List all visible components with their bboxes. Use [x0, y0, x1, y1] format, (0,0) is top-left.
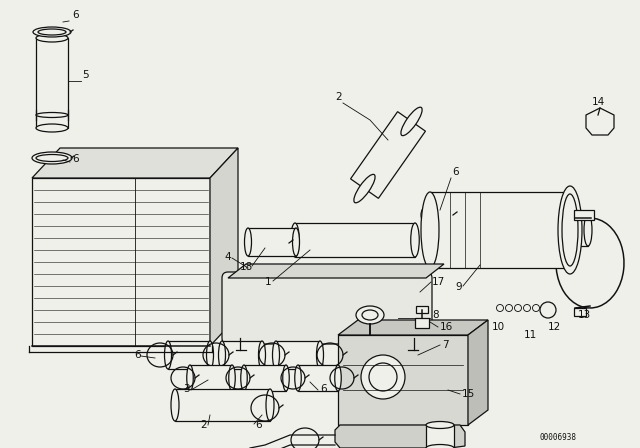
- Circle shape: [524, 305, 531, 311]
- Text: 4: 4: [224, 252, 230, 262]
- Polygon shape: [32, 178, 210, 346]
- Ellipse shape: [218, 341, 225, 369]
- Text: 2: 2: [335, 92, 342, 102]
- Ellipse shape: [291, 223, 300, 257]
- Text: 18: 18: [240, 262, 253, 272]
- Ellipse shape: [38, 29, 66, 35]
- Polygon shape: [228, 264, 444, 278]
- Bar: [244, 365, 286, 391]
- Text: 6: 6: [320, 384, 326, 394]
- Text: 00006938: 00006938: [540, 433, 577, 442]
- Circle shape: [497, 305, 504, 311]
- Bar: [426, 425, 454, 448]
- Ellipse shape: [259, 341, 266, 369]
- Text: 2: 2: [200, 420, 207, 430]
- Polygon shape: [32, 148, 238, 178]
- Bar: [295, 223, 415, 257]
- Circle shape: [532, 305, 540, 311]
- Ellipse shape: [584, 214, 592, 246]
- Ellipse shape: [317, 341, 323, 369]
- Ellipse shape: [362, 310, 378, 320]
- Text: 17: 17: [432, 277, 445, 287]
- Ellipse shape: [401, 107, 422, 136]
- Polygon shape: [338, 335, 468, 425]
- Bar: [248, 228, 296, 256]
- Ellipse shape: [36, 112, 68, 117]
- Bar: [276, 341, 320, 369]
- Bar: [574, 210, 594, 220]
- Circle shape: [361, 355, 405, 399]
- Ellipse shape: [187, 365, 193, 391]
- Ellipse shape: [244, 228, 252, 256]
- Bar: [574, 308, 586, 316]
- Text: 15: 15: [462, 389, 476, 399]
- Ellipse shape: [558, 186, 582, 274]
- Ellipse shape: [32, 152, 72, 164]
- Polygon shape: [335, 425, 465, 448]
- Ellipse shape: [33, 27, 71, 37]
- Text: 6: 6: [72, 10, 79, 20]
- Polygon shape: [468, 320, 488, 425]
- Ellipse shape: [335, 365, 341, 391]
- Ellipse shape: [273, 341, 280, 369]
- Text: 6: 6: [255, 420, 262, 430]
- Ellipse shape: [266, 389, 274, 421]
- Text: 6: 6: [134, 350, 141, 360]
- Circle shape: [515, 305, 522, 311]
- Bar: [222, 341, 262, 369]
- Text: 7: 7: [442, 340, 449, 350]
- Ellipse shape: [36, 34, 68, 42]
- Circle shape: [369, 363, 397, 391]
- Ellipse shape: [241, 365, 247, 391]
- Ellipse shape: [228, 365, 236, 391]
- Text: 9: 9: [455, 282, 461, 292]
- Ellipse shape: [421, 192, 439, 268]
- Ellipse shape: [36, 155, 68, 161]
- Ellipse shape: [562, 194, 578, 266]
- Ellipse shape: [356, 306, 384, 324]
- Bar: [298, 365, 338, 391]
- Text: 12: 12: [548, 322, 561, 332]
- Ellipse shape: [354, 174, 375, 203]
- Text: 14: 14: [592, 97, 605, 107]
- Polygon shape: [338, 320, 488, 335]
- Text: 8: 8: [432, 310, 438, 320]
- Ellipse shape: [426, 444, 454, 448]
- Circle shape: [540, 302, 556, 318]
- Text: 16: 16: [440, 322, 453, 332]
- Ellipse shape: [426, 422, 454, 428]
- Text: 6: 6: [452, 167, 459, 177]
- Ellipse shape: [561, 214, 569, 246]
- Bar: [175, 389, 270, 421]
- Bar: [430, 192, 570, 268]
- Text: 10: 10: [492, 322, 505, 332]
- Bar: [36, 38, 68, 128]
- Bar: [565, 214, 588, 246]
- Text: 6: 6: [72, 154, 79, 164]
- Circle shape: [506, 305, 513, 311]
- Bar: [190, 365, 232, 391]
- Bar: [168, 341, 210, 369]
- Ellipse shape: [283, 365, 289, 391]
- Polygon shape: [210, 148, 238, 346]
- FancyBboxPatch shape: [222, 272, 432, 344]
- Text: 5: 5: [82, 70, 88, 80]
- Text: 3: 3: [183, 384, 189, 394]
- Ellipse shape: [292, 228, 300, 256]
- Bar: [416, 306, 428, 313]
- Bar: [415, 318, 429, 328]
- Ellipse shape: [36, 124, 68, 132]
- Ellipse shape: [171, 389, 179, 421]
- Ellipse shape: [164, 341, 172, 369]
- Ellipse shape: [207, 341, 214, 369]
- Polygon shape: [351, 112, 426, 198]
- Ellipse shape: [295, 365, 301, 391]
- Ellipse shape: [411, 223, 419, 257]
- Text: 1: 1: [265, 277, 271, 287]
- Polygon shape: [586, 108, 614, 135]
- Text: 11: 11: [524, 330, 537, 340]
- Text: 13: 13: [578, 310, 591, 320]
